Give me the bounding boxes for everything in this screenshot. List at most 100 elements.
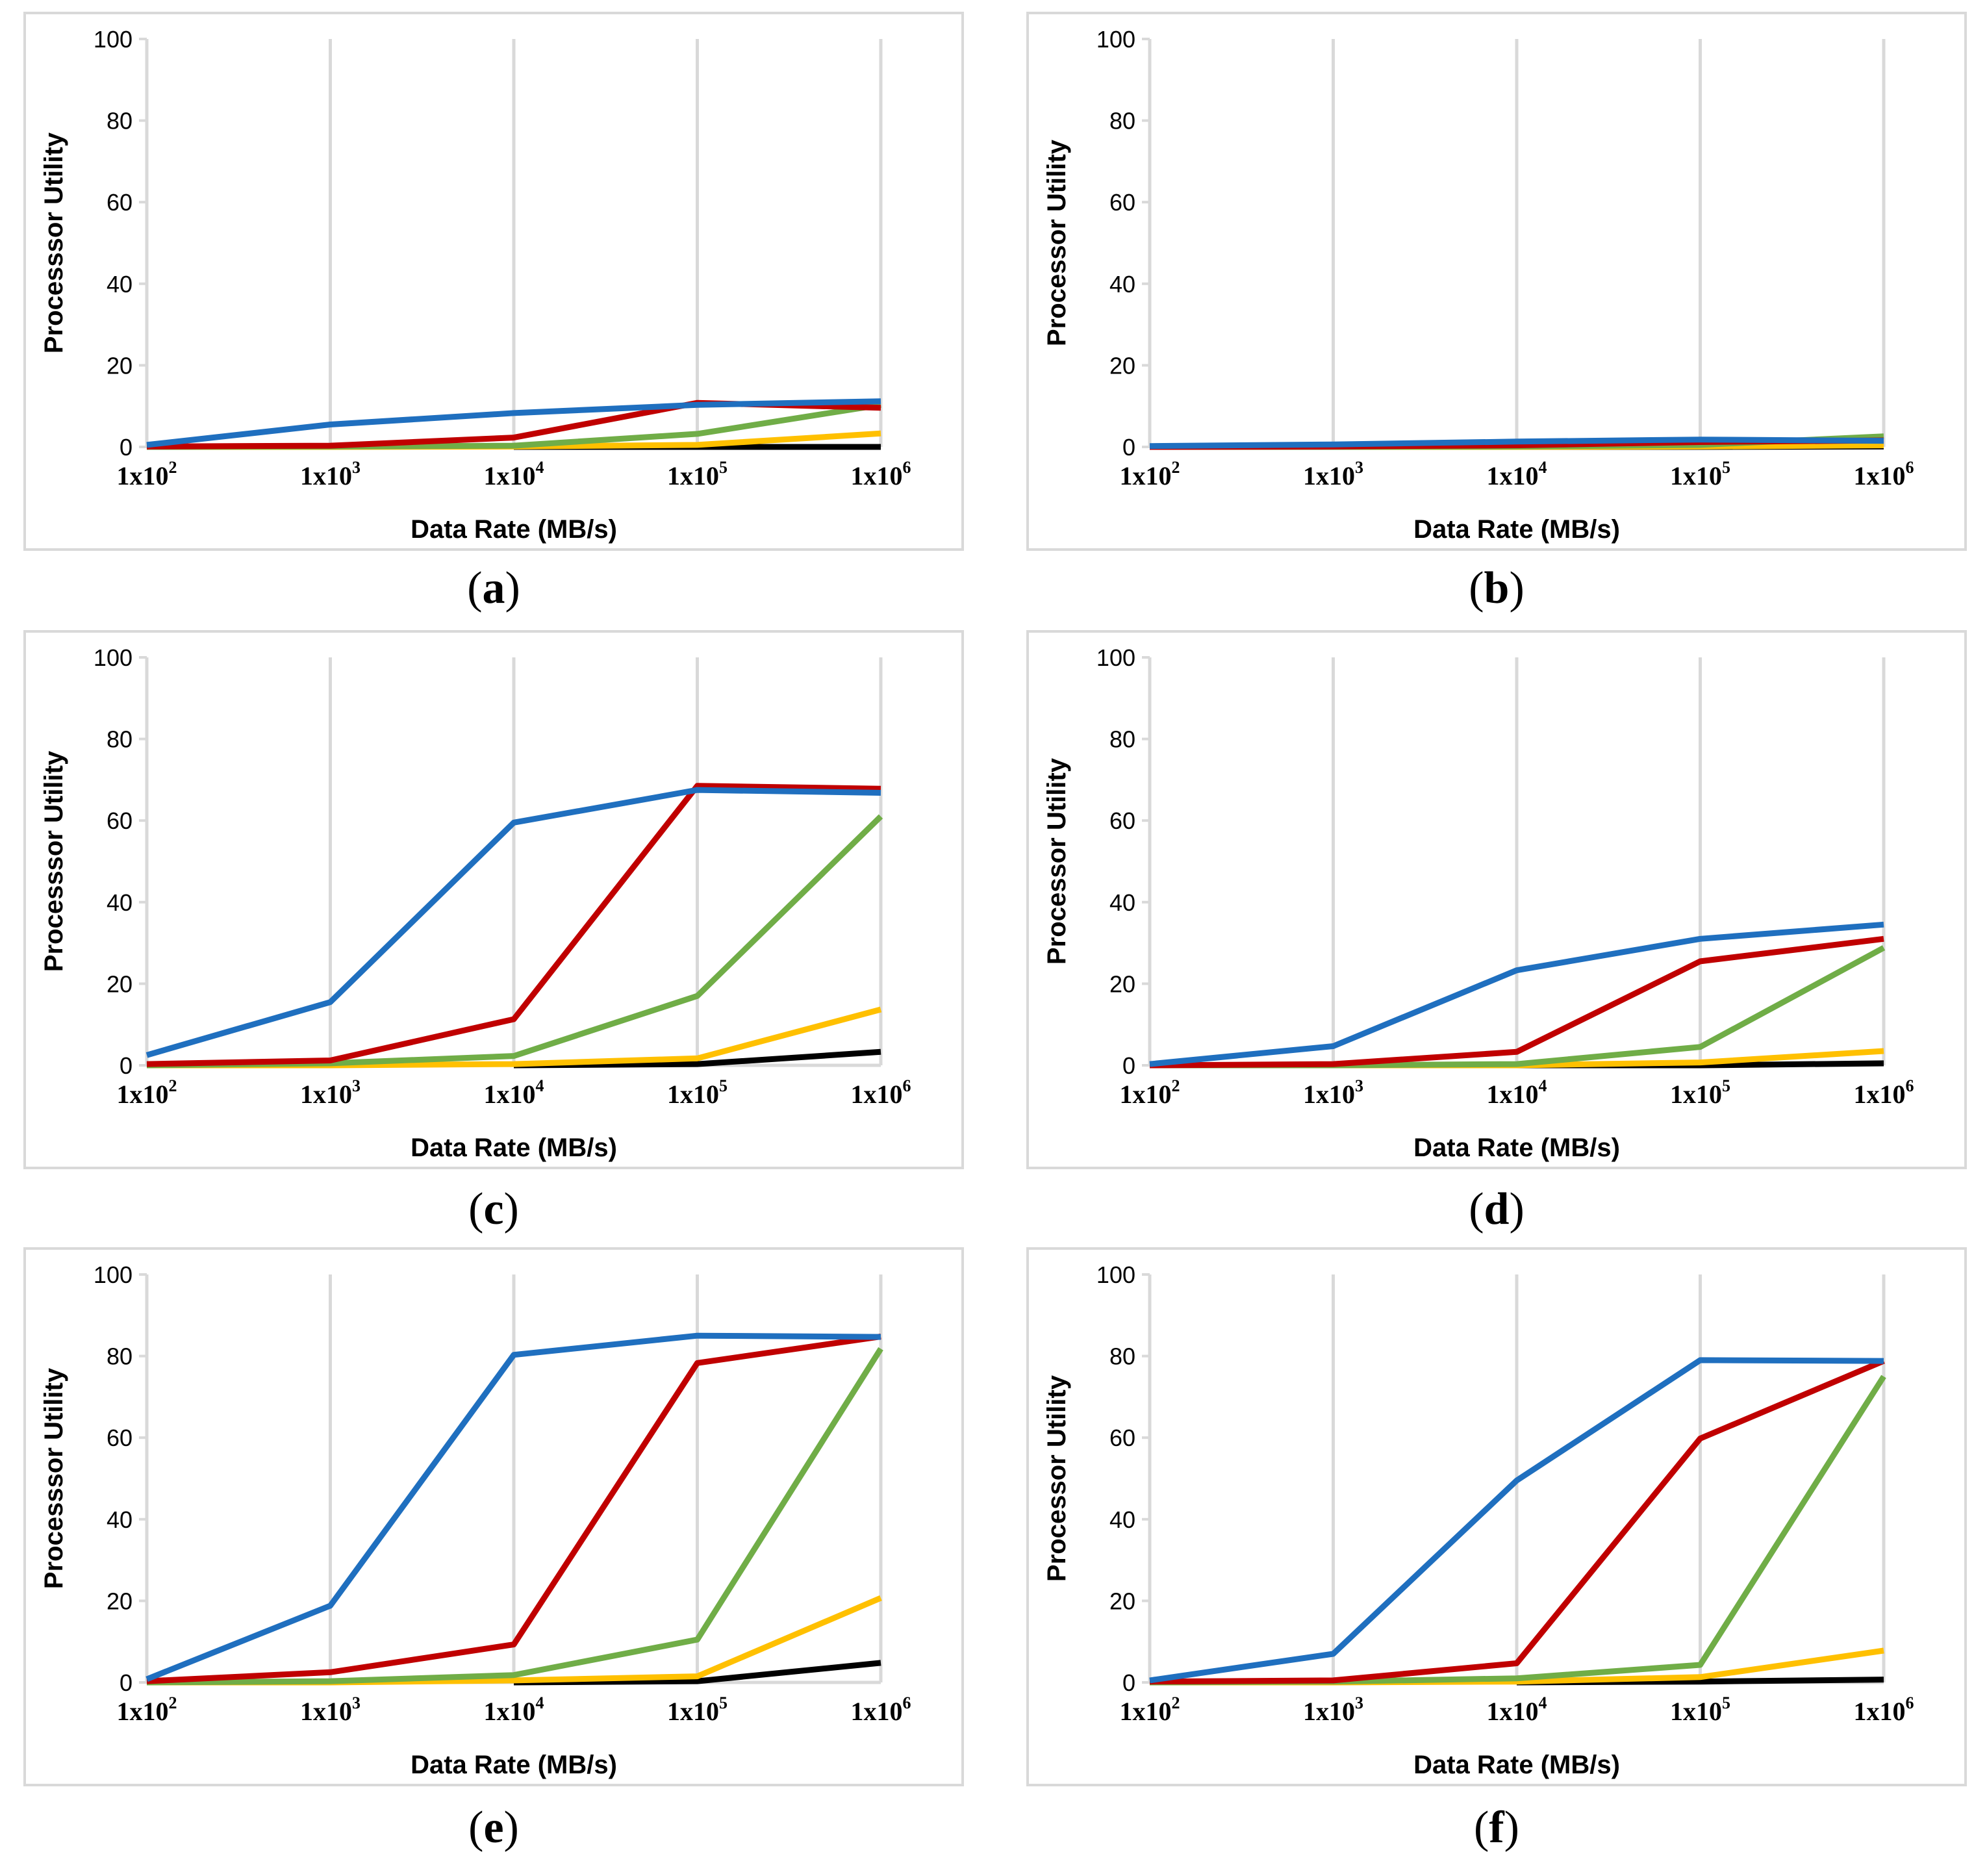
x-tick-exponent: 4 <box>536 458 544 477</box>
x-tick-label: 1x106 <box>851 458 911 490</box>
x-tick-base: 1x10 <box>1854 461 1906 490</box>
x-tick-label: 1x102 <box>117 458 177 490</box>
y-tick-label: 0 <box>120 1052 133 1079</box>
caption-e-letter: e <box>483 1803 504 1853</box>
x-tick-label: 1x103 <box>1303 458 1363 490</box>
y-axis-title: Processor Utility <box>1043 1375 1071 1582</box>
x-axis-title: Data Rate (MB/s) <box>411 515 617 544</box>
x-tick-label: 1x104 <box>1487 458 1547 490</box>
x-tick-label: 1x103 <box>300 1076 361 1109</box>
x-axis-title: Data Rate (MB/s) <box>1413 1134 1620 1162</box>
x-tick-base: 1x10 <box>1670 1080 1722 1109</box>
y-tick-label: 100 <box>94 26 133 53</box>
series-line-red <box>146 1334 881 1684</box>
x-tick-label: 1x102 <box>1120 458 1180 490</box>
x-tick-exponent: 2 <box>169 458 177 477</box>
x-tick-base: 1x10 <box>667 461 719 490</box>
y-tick-label: 80 <box>1109 1343 1135 1370</box>
caption-f-letter: f <box>1489 1803 1504 1853</box>
chart-frame <box>23 630 964 1169</box>
x-axis-title: Data Rate (MB/s) <box>1413 515 1620 544</box>
x-tick-base: 1x10 <box>1120 1080 1172 1109</box>
caption-a-letter: a <box>482 563 505 613</box>
y-tick-label: 20 <box>107 1588 133 1614</box>
x-tick-base: 1x10 <box>1854 1697 1906 1726</box>
x-tick-label: 1x105 <box>667 458 728 490</box>
x-tick-base: 1x10 <box>117 461 169 490</box>
x-tick-exponent: 6 <box>903 1076 911 1095</box>
x-tick-label: 1x102 <box>117 1693 177 1726</box>
y-tick-label: 40 <box>1109 271 1135 298</box>
x-tick-base: 1x10 <box>1854 1080 1906 1109</box>
y-tick-label: 100 <box>1096 644 1135 671</box>
y-axis-title: Processsor Utility <box>40 750 68 972</box>
x-tick-label: 1x105 <box>667 1693 728 1726</box>
x-tick-label: 1x102 <box>117 1076 177 1109</box>
y-tick-label: 20 <box>1109 970 1135 997</box>
x-tick-exponent: 3 <box>1355 1076 1363 1095</box>
x-tick-exponent: 2 <box>1172 1693 1180 1712</box>
x-tick-base: 1x10 <box>300 1697 352 1726</box>
x-tick-exponent: 5 <box>1722 1693 1730 1712</box>
y-tick-label: 0 <box>120 434 133 461</box>
series-line-blue <box>1149 437 1884 450</box>
y-tick-label: 60 <box>107 1425 133 1451</box>
y-tick-label: 0 <box>1122 1669 1135 1696</box>
caption-c: (c) <box>468 1184 519 1234</box>
x-tick-label: 1x102 <box>1120 1693 1180 1726</box>
x-tick-base: 1x10 <box>1487 1080 1539 1109</box>
caption-d: (d) <box>1469 1184 1525 1234</box>
x-tick-label: 1x106 <box>1854 458 1914 490</box>
y-tick-label: 60 <box>1109 807 1135 834</box>
y-axis-title: Processsor Utility <box>40 132 68 353</box>
x-tick-label: 1x103 <box>300 458 361 490</box>
x-tick-label: 1x106 <box>1854 1693 1914 1726</box>
x-tick-label: 1x106 <box>851 1693 911 1726</box>
x-tick-exponent: 5 <box>1722 458 1730 477</box>
x-tick-exponent: 6 <box>1906 1076 1914 1095</box>
x-tick-exponent: 3 <box>1355 1693 1363 1712</box>
series-line-red <box>1149 935 1884 1069</box>
x-tick-base: 1x10 <box>300 461 352 490</box>
caption-d-letter: d <box>1484 1184 1510 1234</box>
x-tick-base: 1x10 <box>1120 461 1172 490</box>
x-tick-base: 1x10 <box>1670 461 1722 490</box>
x-tick-base: 1x10 <box>851 461 903 490</box>
y-axis-title: Processor Utility <box>1043 139 1071 346</box>
x-tick-base: 1x10 <box>1303 1697 1355 1726</box>
x-tick-base: 1x10 <box>1670 1697 1722 1726</box>
x-tick-base: 1x10 <box>1120 1697 1172 1726</box>
x-tick-exponent: 5 <box>719 1693 728 1712</box>
series-line-black <box>513 1660 881 1686</box>
chart-frame <box>23 12 964 551</box>
y-tick-label: 40 <box>1109 889 1135 916</box>
y-tick-label: 0 <box>1122 434 1135 461</box>
x-tick-base: 1x10 <box>484 1080 536 1109</box>
chart-frame <box>1026 12 1967 551</box>
chart-panel-a: 0 20 40 60 80 100 1x102 1x103 1x104 1x105 1x106 Dat… <box>23 12 964 551</box>
x-tick-base: 1x10 <box>1303 461 1355 490</box>
y-tick-label: 80 <box>107 108 133 134</box>
y-tick-label: 40 <box>107 271 133 298</box>
x-tick-label: 1x103 <box>300 1693 361 1726</box>
x-tick-base: 1x10 <box>851 1697 903 1726</box>
x-tick-exponent: 5 <box>719 1076 728 1095</box>
x-tick-exponent: 4 <box>1539 1076 1547 1095</box>
y-tick-label: 80 <box>107 1343 133 1370</box>
x-tick-exponent: 3 <box>352 1693 361 1712</box>
x-tick-label: 1x106 <box>1854 1076 1914 1109</box>
x-tick-base: 1x10 <box>1487 461 1539 490</box>
y-tick-label: 20 <box>1109 1588 1135 1614</box>
caption-b-letter: b <box>1484 563 1510 613</box>
x-tick-base: 1x10 <box>1487 1697 1539 1726</box>
chart-panel-e: 0 20 40 60 80 100 1x102 1x103 1x104 1x105 1x106 Dat… <box>23 1247 964 1786</box>
x-tick-label: 1x105 <box>1670 1693 1730 1726</box>
x-tick-label: 1x104 <box>484 1693 544 1726</box>
x-tick-label: 1x105 <box>1670 1076 1730 1109</box>
x-axis-title: Data Rate (MB/s) <box>1413 1751 1620 1779</box>
x-tick-base: 1x10 <box>117 1080 169 1109</box>
